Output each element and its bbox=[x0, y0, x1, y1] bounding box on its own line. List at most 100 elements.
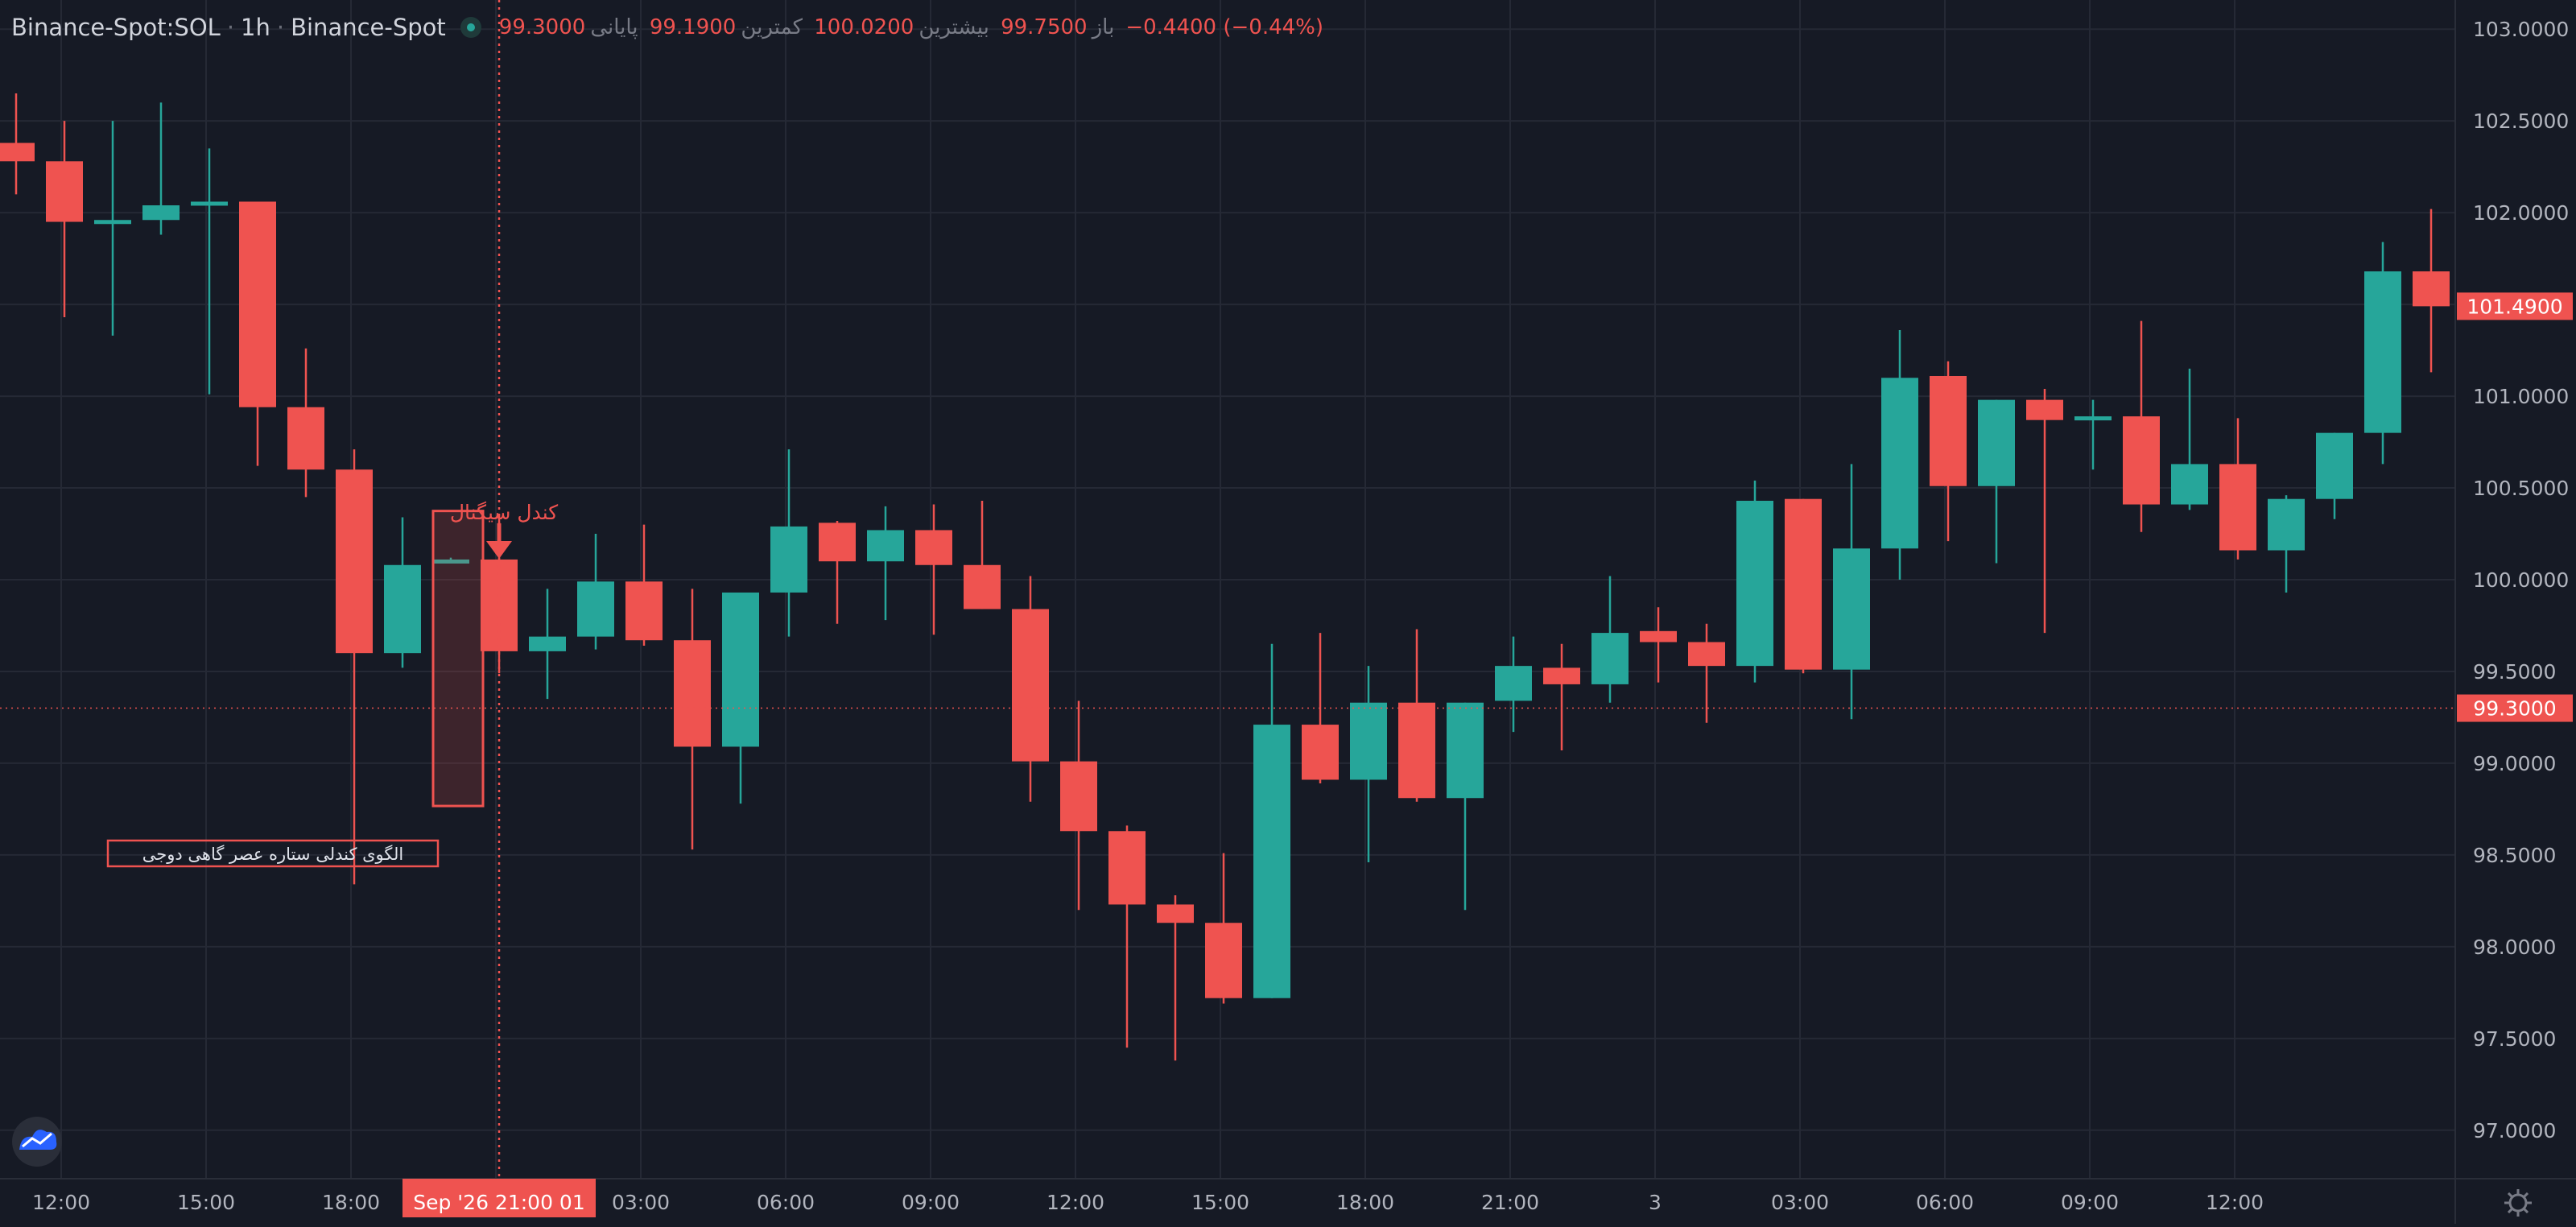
candles bbox=[0, 93, 2450, 1061]
candle-body bbox=[384, 564, 421, 654]
candle[interactable] bbox=[1785, 498, 1822, 674]
candle[interactable] bbox=[2413, 209, 2450, 373]
candle[interactable] bbox=[287, 348, 324, 498]
candle[interactable] bbox=[819, 521, 856, 624]
x-tick-label: 09:00 bbox=[902, 1191, 960, 1214]
candle[interactable] bbox=[1350, 666, 1387, 863]
candle[interactable] bbox=[2123, 320, 2160, 532]
candle[interactable] bbox=[625, 524, 663, 647]
candle[interactable] bbox=[2026, 388, 2063, 634]
x-tick-label: 03:00 bbox=[612, 1191, 670, 1214]
candle[interactable] bbox=[1108, 825, 1146, 1048]
candle[interactable] bbox=[915, 504, 952, 635]
candle[interactable] bbox=[2268, 495, 2305, 593]
gear-tooth bbox=[2523, 1208, 2529, 1214]
candle[interactable] bbox=[1881, 330, 1918, 580]
candle[interactable] bbox=[1833, 464, 1870, 720]
candle[interactable] bbox=[2219, 418, 2256, 560]
candle[interactable] bbox=[867, 506, 904, 621]
x-tick-label: 15:00 bbox=[1191, 1191, 1249, 1214]
candle-body bbox=[964, 564, 1001, 609]
candle-body bbox=[867, 530, 904, 562]
candle[interactable] bbox=[2171, 368, 2208, 510]
candle[interactable] bbox=[1688, 623, 1725, 723]
y-tick-label: 103.0000 bbox=[2473, 18, 2569, 41]
candle-body bbox=[1736, 500, 1773, 667]
x-tick-label: 12:00 bbox=[32, 1191, 90, 1214]
high-value: 100.0200 bbox=[814, 15, 914, 39]
candle[interactable] bbox=[2316, 432, 2353, 519]
x-tick-label: 03:00 bbox=[1771, 1191, 1829, 1214]
candle-body bbox=[1398, 702, 1435, 799]
candle-body bbox=[239, 201, 276, 407]
x-tick-label: 18:00 bbox=[1336, 1191, 1394, 1214]
candle[interactable] bbox=[770, 449, 807, 637]
y-tick-label: 97.5000 bbox=[2473, 1027, 2556, 1051]
candle-body bbox=[1205, 923, 1242, 998]
candle[interactable] bbox=[1205, 853, 1242, 1004]
logo-line bbox=[22, 1132, 52, 1148]
candle[interactable] bbox=[1253, 643, 1290, 998]
logo-cloud bbox=[19, 1130, 57, 1150]
y-tick-label: 100.5000 bbox=[2473, 477, 2569, 500]
last-price-badge: 101.4900 bbox=[2467, 295, 2562, 318]
candle[interactable] bbox=[1591, 576, 1629, 703]
open-value: 99.7500 bbox=[1001, 15, 1088, 39]
candle[interactable] bbox=[1930, 361, 1967, 542]
candle-body bbox=[0, 143, 35, 162]
candle-body bbox=[1495, 666, 1532, 701]
candle[interactable] bbox=[1157, 895, 1194, 1061]
candle[interactable] bbox=[94, 121, 131, 336]
crosshair-price-badge-bg bbox=[2457, 694, 2573, 722]
tradingview-cloud-icon[interactable] bbox=[12, 1117, 62, 1167]
candle[interactable] bbox=[1012, 576, 1049, 802]
market-status-icon[interactable] bbox=[460, 17, 481, 38]
candle-body bbox=[529, 636, 566, 651]
candle[interactable] bbox=[722, 592, 759, 804]
candle[interactable] bbox=[1447, 702, 1484, 911]
x-tick-label: 18:00 bbox=[322, 1191, 380, 1214]
candle-body bbox=[2219, 464, 2256, 551]
signal-candle-label: کندل سیگنال bbox=[450, 501, 558, 524]
candle-body bbox=[819, 523, 856, 562]
candle-body bbox=[577, 581, 614, 637]
candle[interactable] bbox=[1978, 399, 2015, 564]
candle[interactable] bbox=[0, 93, 35, 195]
crosshair bbox=[0, 0, 2455, 1179]
candle[interactable] bbox=[384, 517, 421, 668]
candle[interactable] bbox=[1495, 636, 1532, 733]
candle[interactable] bbox=[1736, 480, 1773, 683]
interval-label[interactable]: 1h bbox=[241, 14, 270, 41]
candle[interactable] bbox=[964, 500, 1001, 609]
gear-icon[interactable] bbox=[2504, 1189, 2532, 1217]
candle[interactable] bbox=[239, 201, 276, 466]
candle[interactable] bbox=[2364, 242, 2401, 465]
candle[interactable] bbox=[1060, 700, 1097, 911]
candle-body bbox=[625, 581, 663, 641]
candle-body bbox=[336, 469, 373, 654]
candle[interactable] bbox=[142, 102, 180, 235]
candle[interactable] bbox=[674, 589, 711, 850]
candle[interactable] bbox=[529, 589, 566, 700]
candle-body bbox=[1108, 831, 1146, 905]
ohlc-values: باز99.7500 بیشترین100.0200 کمترین99.1900… bbox=[494, 15, 1115, 39]
candle[interactable] bbox=[191, 148, 228, 395]
candle[interactable] bbox=[432, 557, 469, 564]
candle[interactable] bbox=[2074, 399, 2112, 470]
candle-body bbox=[2268, 498, 2305, 551]
candle[interactable] bbox=[1640, 607, 1677, 683]
candle[interactable] bbox=[336, 449, 373, 885]
x-tick-label: 06:00 bbox=[1916, 1191, 1974, 1214]
pattern-highlight-box bbox=[431, 510, 485, 808]
candle-body bbox=[1543, 667, 1580, 684]
x-tick-label: 15:00 bbox=[177, 1191, 235, 1214]
candle[interactable] bbox=[1543, 643, 1580, 750]
candle[interactable] bbox=[1398, 629, 1435, 802]
candle[interactable] bbox=[46, 121, 83, 318]
candle[interactable] bbox=[577, 534, 614, 650]
candle-body bbox=[1930, 375, 1967, 486]
symbol-label[interactable]: Binance-Spot:SOL bbox=[11, 14, 221, 41]
candle-body bbox=[2123, 416, 2160, 505]
